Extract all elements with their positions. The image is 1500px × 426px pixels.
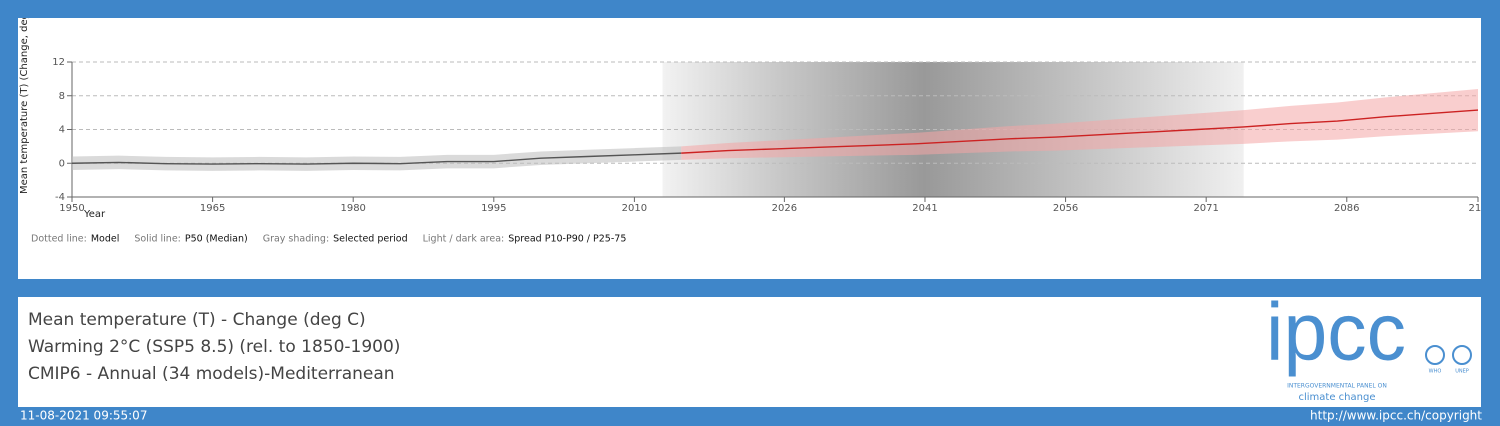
info-line: CMIP6 - Annual (34 models)-Mediterranean xyxy=(28,364,395,384)
partner: UNEP xyxy=(1455,369,1469,375)
info-panel xyxy=(18,297,1481,407)
y-tick-label: 4 xyxy=(59,125,65,136)
timestamp: 11-08-2021 09:55:07 xyxy=(20,409,147,423)
median-line xyxy=(71,152,682,165)
info-line: Warming 2°C (SSP5 8.5) (rel. to 1850-190… xyxy=(28,337,400,357)
chart: -4 0 4 8 12 1950 1965 1980 1995 2010 2026 2041 2056 2… xyxy=(19,13,1487,220)
spread-area xyxy=(681,89,1478,160)
legend-key: Dotted line: xyxy=(31,234,87,245)
logo-subtitle: INTERGOVERNMENTAL PANEL ON xyxy=(1287,383,1387,390)
spread-area xyxy=(72,146,682,171)
x-tick-label: 2010 xyxy=(622,203,647,214)
legend-key: Gray shading: xyxy=(263,234,329,245)
y-tick-label: -4 xyxy=(55,192,65,203)
copyright-link[interactable]: http://www.ipcc.ch/copyright xyxy=(1310,409,1482,423)
x-tick-label: 2071 xyxy=(1193,203,1218,214)
y-axis-label: Mean temperature (T) (Change, deg xyxy=(19,13,30,194)
partner: WHO xyxy=(1429,369,1442,375)
info-line: Mean temperature (T) - Change (deg C) xyxy=(28,310,366,330)
x-tick-label: 1965 xyxy=(200,203,225,214)
median-line xyxy=(681,109,1479,154)
x-tick-label: 2026 xyxy=(772,203,797,214)
legend-key: Solid line: xyxy=(134,234,181,245)
logo: ipcc INTERGOVERNMENTAL PANEL ON climate … xyxy=(1266,287,1472,403)
legend-text: P50 (Median) xyxy=(185,234,248,245)
info: Mean temperature (T) - Change (deg C) Wa… xyxy=(28,310,400,384)
legend: Dotted line: Model Solid line: P50 (Median)… xyxy=(31,234,626,245)
who-emblem xyxy=(1425,345,1445,365)
y-tick-label: 12 xyxy=(52,57,65,68)
legend-key: Light / dark area: xyxy=(423,234,505,245)
y-tick-label: 0 xyxy=(59,158,65,169)
logo-tagline: climate change xyxy=(1299,392,1376,403)
unep-emblem xyxy=(1452,345,1472,365)
logo-text: ipcc xyxy=(1266,287,1406,378)
x-axis-label: Year xyxy=(83,209,106,220)
x-tick-label: 1980 xyxy=(340,203,365,214)
y-tick-label: 8 xyxy=(59,91,65,102)
x-tick-label: 2086 xyxy=(1334,203,1359,214)
legend-text: Model xyxy=(91,234,120,245)
x-tick-label: 210 xyxy=(1468,203,1487,214)
x-tick-label: 1950 xyxy=(59,203,84,214)
x-tick-label: 2056 xyxy=(1053,203,1078,214)
legend-text: Spread P10-P90 / P25-75 xyxy=(508,234,626,245)
legend-text: Selected period xyxy=(333,234,407,245)
x-tick-label: 1995 xyxy=(481,203,506,214)
x-tick-label: 2041 xyxy=(912,203,937,214)
